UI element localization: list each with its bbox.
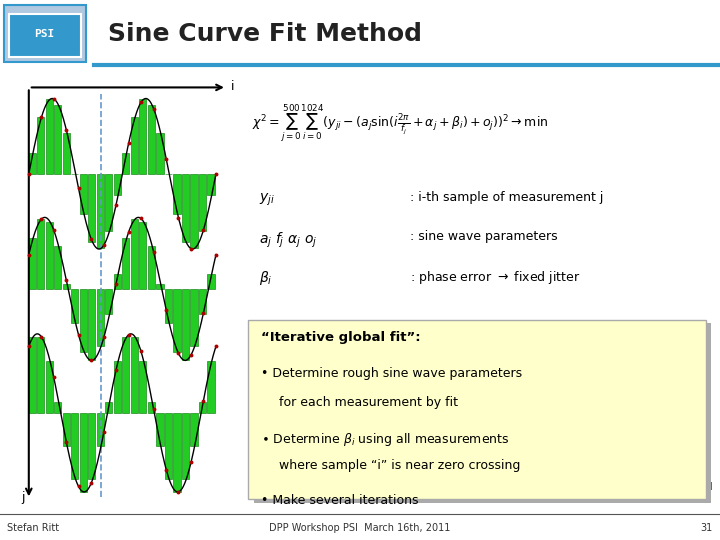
Bar bbox=[174, 289, 181, 352]
Bar bbox=[199, 289, 206, 314]
Bar bbox=[46, 222, 53, 289]
Bar bbox=[156, 284, 163, 289]
Bar bbox=[207, 274, 215, 289]
Bar bbox=[207, 361, 215, 413]
Text: $\chi^2 = \sum_{j=0}^{500}\sum_{i=0}^{1024}(y_{ji}-(a_j\sin(i\frac{2\pi}{f_j}+\a: $\chi^2 = \sum_{j=0}^{500}\sum_{i=0}^{10… bbox=[252, 103, 549, 145]
Bar bbox=[63, 284, 70, 289]
Bar bbox=[207, 174, 215, 195]
Bar bbox=[131, 337, 138, 413]
Bar bbox=[71, 413, 78, 480]
Text: j: j bbox=[22, 491, 25, 504]
Bar bbox=[63, 133, 70, 174]
Bar bbox=[199, 402, 206, 413]
Text: “Iterative global fit”:: “Iterative global fit”: bbox=[261, 331, 421, 344]
Bar bbox=[156, 413, 163, 446]
Text: Stefan Ritt: Stefan Ritt bbox=[7, 523, 59, 533]
FancyBboxPatch shape bbox=[254, 323, 711, 503]
Bar bbox=[114, 174, 121, 195]
Bar bbox=[131, 219, 138, 289]
Bar bbox=[97, 174, 104, 248]
Bar bbox=[105, 174, 112, 231]
FancyBboxPatch shape bbox=[248, 320, 706, 499]
Text: $y_{ji}$: $y_{ji}$ bbox=[259, 192, 275, 208]
Bar bbox=[140, 361, 146, 413]
Bar bbox=[114, 361, 121, 413]
Bar bbox=[140, 99, 146, 174]
Bar bbox=[89, 174, 96, 242]
Bar bbox=[182, 413, 189, 480]
Bar bbox=[114, 274, 121, 289]
Text: : i-th sample of measurement j: : i-th sample of measurement j bbox=[410, 192, 604, 205]
Bar bbox=[165, 413, 172, 480]
Bar bbox=[89, 413, 96, 480]
Bar bbox=[54, 402, 61, 413]
Bar bbox=[29, 238, 36, 289]
Bar bbox=[122, 337, 130, 413]
Bar bbox=[148, 402, 155, 413]
FancyBboxPatch shape bbox=[4, 5, 86, 62]
Bar bbox=[156, 133, 163, 174]
Bar bbox=[140, 222, 146, 289]
Bar bbox=[174, 174, 181, 214]
Bar bbox=[80, 289, 87, 352]
Bar bbox=[71, 289, 78, 323]
Bar bbox=[29, 337, 36, 413]
Text: 31: 31 bbox=[701, 523, 713, 533]
Bar bbox=[131, 117, 138, 174]
Bar bbox=[191, 413, 197, 446]
Bar bbox=[165, 289, 172, 323]
Bar bbox=[174, 413, 181, 492]
Text: where sample “i” is near zero crossing: where sample “i” is near zero crossing bbox=[279, 459, 521, 472]
Text: : sine wave parameters: : sine wave parameters bbox=[410, 231, 558, 244]
Text: PSI: PSI bbox=[35, 29, 55, 39]
Bar bbox=[54, 246, 61, 289]
Text: $\beta_i$: $\beta_i$ bbox=[259, 269, 273, 287]
Bar bbox=[29, 153, 36, 174]
Text: S. Lehner, B. Keil, PSI: S. Lehner, B. Keil, PSI bbox=[602, 482, 713, 491]
Bar bbox=[191, 289, 197, 346]
Text: Sine Curve Fit Method: Sine Curve Fit Method bbox=[108, 22, 422, 46]
Text: for each measurement by fit: for each measurement by fit bbox=[279, 396, 459, 409]
Bar bbox=[80, 413, 87, 492]
Bar bbox=[105, 289, 112, 314]
Bar bbox=[122, 238, 130, 289]
Bar bbox=[182, 289, 189, 360]
Text: • Make several iterations: • Make several iterations bbox=[261, 494, 419, 507]
Bar bbox=[37, 337, 45, 413]
Text: $a_j\ f_j\ \alpha_j\ o_j$: $a_j\ f_j\ \alpha_j\ o_j$ bbox=[259, 231, 318, 250]
Bar bbox=[191, 174, 197, 248]
Text: • Determine rough sine wave parameters: • Determine rough sine wave parameters bbox=[261, 368, 523, 381]
Bar bbox=[122, 153, 130, 174]
Text: DPP Workshop PSI  March 16th, 2011: DPP Workshop PSI March 16th, 2011 bbox=[269, 523, 451, 533]
FancyBboxPatch shape bbox=[9, 14, 81, 57]
Bar bbox=[63, 413, 70, 446]
Bar bbox=[148, 246, 155, 289]
Bar bbox=[105, 402, 112, 413]
Text: $\bullet$ Determine $\beta_i$ using all measurements: $\bullet$ Determine $\beta_i$ using all … bbox=[261, 430, 510, 448]
Bar bbox=[80, 174, 87, 214]
Bar bbox=[37, 219, 45, 289]
Bar bbox=[182, 174, 189, 242]
Bar bbox=[46, 99, 53, 174]
Text: : phase error $\rightarrow$ fixed jitter: : phase error $\rightarrow$ fixed jitter bbox=[410, 269, 581, 286]
Bar bbox=[54, 105, 61, 174]
Bar bbox=[46, 361, 53, 413]
Bar bbox=[148, 105, 155, 174]
Bar bbox=[199, 174, 206, 231]
Text: i: i bbox=[230, 80, 234, 93]
Bar bbox=[97, 289, 104, 346]
Bar bbox=[37, 117, 45, 174]
Bar bbox=[89, 289, 96, 360]
Bar bbox=[97, 413, 104, 446]
